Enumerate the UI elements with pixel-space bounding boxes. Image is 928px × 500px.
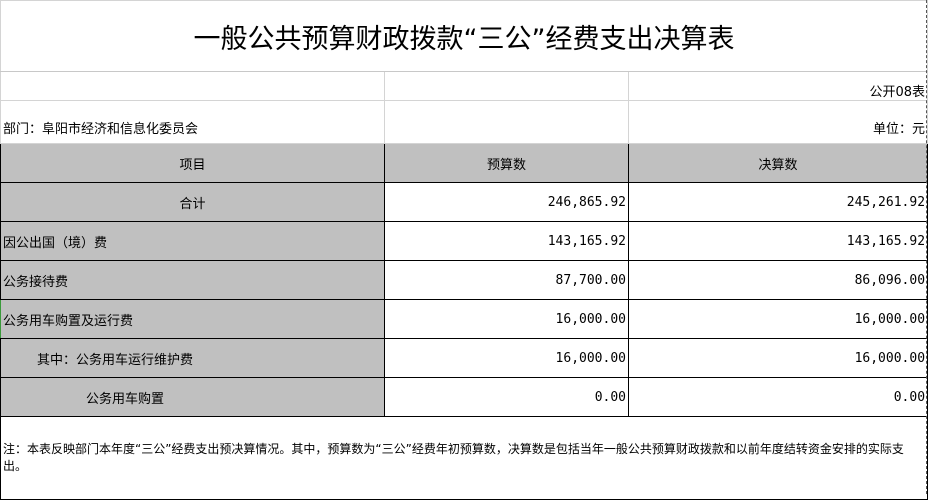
final-value[interactable]: 16,000.00 <box>627 299 928 339</box>
table-row: 公务接待费 87,700.00 86,096.00 <box>0 260 928 300</box>
cell-empty[interactable] <box>384 100 629 144</box>
row-label[interactable]: 合计 <box>0 182 385 222</box>
budget-value[interactable]: 16,000.00 <box>384 338 629 378</box>
header-budget[interactable]: 预算数 <box>384 143 629 183</box>
row-label[interactable]: 公务用车购置 <box>0 377 385 417</box>
footnote[interactable]: 注：本表反映部门本年度“三公”经费支出预决算情况。其中，预算数为“三公”经费年初… <box>0 416 928 500</box>
sheet-title[interactable]: 一般公共预算财政拨款“三公”经费支出决算表 <box>0 0 928 72</box>
page-break-line <box>926 0 927 494</box>
final-value[interactable]: 143,165.92 <box>627 221 928 261</box>
final-value[interactable]: 86,096.00 <box>627 260 928 300</box>
row-label[interactable]: 公务用车购置及运行费 <box>0 299 385 339</box>
table-code[interactable]: 公开08表 <box>627 71 928 101</box>
budget-value[interactable]: 246,865.92 <box>384 182 629 222</box>
table-row: 公务用车购置 0.00 0.00 <box>0 377 928 417</box>
table-row: 其中：公务用车运行维护费 16,000.00 16,000.00 <box>0 338 928 378</box>
budget-value[interactable]: 16,000.00 <box>384 299 629 339</box>
row-label[interactable]: 因公出国（境）费 <box>0 221 385 261</box>
header-item[interactable]: 项目 <box>0 143 385 183</box>
final-value[interactable]: 16,000.00 <box>627 338 928 378</box>
budget-value[interactable]: 87,700.00 <box>384 260 629 300</box>
unit-label[interactable]: 单位：元 <box>627 100 928 144</box>
budget-value[interactable]: 143,165.92 <box>384 221 629 261</box>
row-label[interactable]: 其中：公务用车运行维护费 <box>0 338 385 378</box>
table-row: 公务用车购置及运行费 16,000.00 16,000.00 <box>0 299 928 339</box>
cell-empty[interactable] <box>384 71 629 101</box>
final-value[interactable]: 245,261.92 <box>627 182 928 222</box>
cell-empty[interactable] <box>0 71 385 101</box>
department-label[interactable]: 部门：阜阳市经济和信息化委员会 <box>0 100 385 144</box>
table-row: 合计 246,865.92 245,261.92 <box>0 182 928 222</box>
table-row: 因公出国（境）费 143,165.92 143,165.92 <box>0 221 928 261</box>
header-final[interactable]: 决算数 <box>627 143 928 183</box>
row-label[interactable]: 公务接待费 <box>0 260 385 300</box>
budget-value[interactable]: 0.00 <box>384 377 629 417</box>
final-value[interactable]: 0.00 <box>627 377 928 417</box>
